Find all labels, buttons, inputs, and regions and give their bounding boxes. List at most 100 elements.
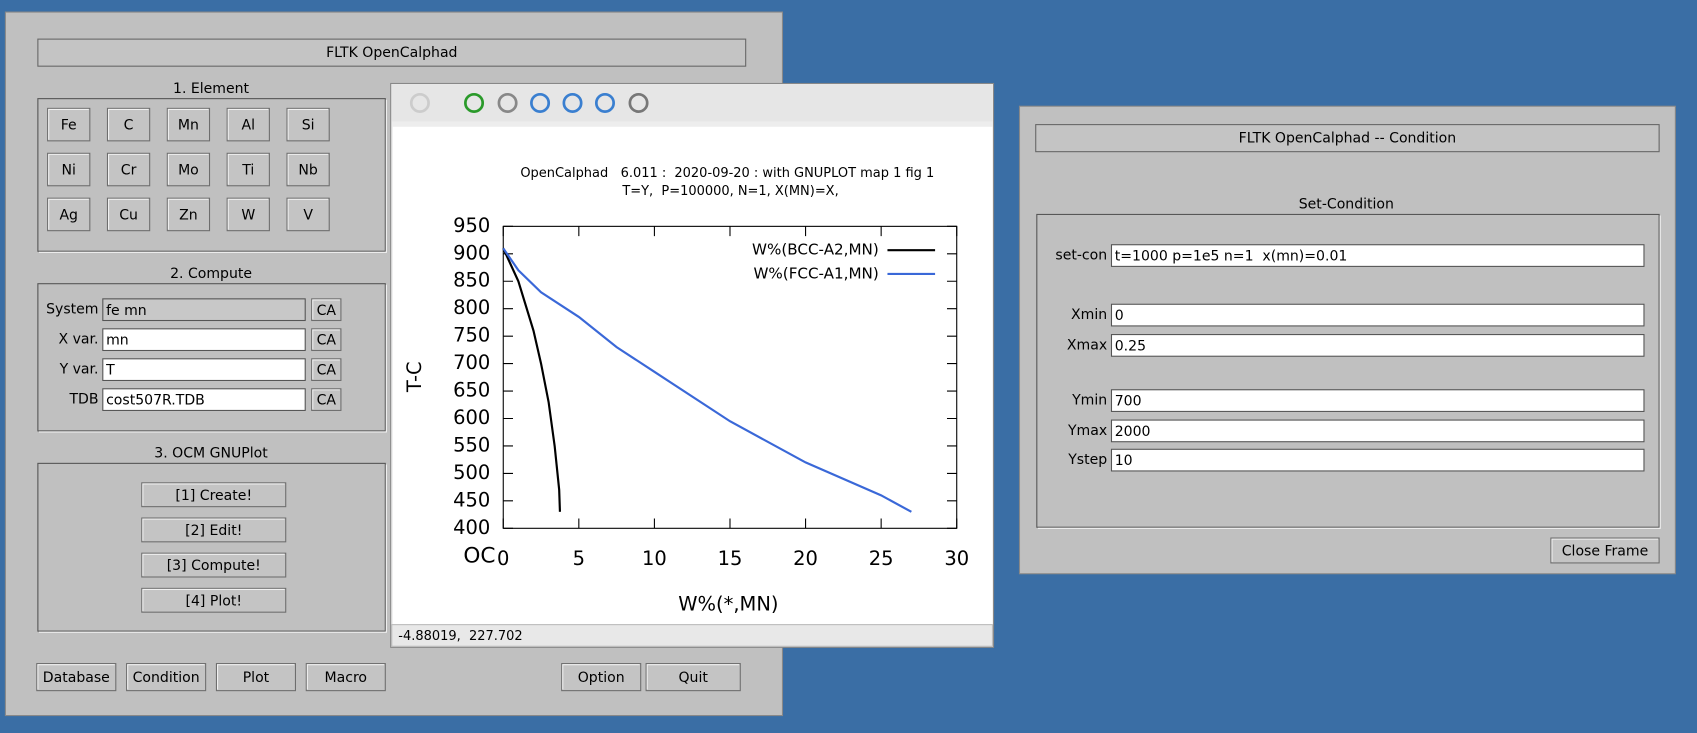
button-bevel	[287, 198, 329, 230]
menu-button[interactable]	[36, 663, 117, 692]
gnuplot-button-label: [4] Plot!	[186, 593, 242, 609]
x-tick-label: 15	[718, 547, 743, 570]
text-input[interactable]	[102, 388, 306, 411]
section-heading: 3. OCM GNUPlot	[154, 446, 268, 462]
group-frame-light	[38, 284, 387, 433]
field-label: Xmin	[1071, 307, 1107, 323]
element-button[interactable]	[47, 197, 91, 232]
ca-button-label: CA	[317, 333, 337, 349]
group-frame	[37, 462, 386, 632]
text-input-text: 700	[1115, 394, 1142, 410]
element-button-label: Al	[242, 118, 256, 134]
element-button-label: Cu	[119, 208, 138, 224]
text-input-text: 10	[1115, 453, 1133, 469]
button-bevel	[646, 664, 740, 690]
y-tick-label: 400	[453, 516, 490, 539]
element-button[interactable]	[47, 107, 91, 142]
menu-button[interactable]	[645, 663, 741, 692]
element-button[interactable]	[226, 197, 270, 232]
button-bevel	[48, 108, 89, 140]
text-input[interactable]	[1110, 244, 1645, 267]
y-axis-label: T-C	[403, 361, 426, 393]
text-input[interactable]	[1110, 448, 1645, 472]
element-button[interactable]	[286, 107, 330, 142]
text-input-text: T	[105, 363, 115, 379]
title-bar	[37, 38, 747, 67]
text-input[interactable]	[102, 358, 306, 382]
text-input-text: t=1000 p=1e5 n=1 x(mn)=0.01	[1115, 249, 1348, 265]
close-button[interactable]	[1550, 537, 1660, 564]
menu-button[interactable]	[305, 663, 386, 692]
element-button[interactable]	[106, 107, 151, 142]
element-button[interactable]	[166, 197, 211, 232]
toolbar-icon[interactable]	[562, 92, 583, 113]
text-input-text: 0	[1115, 308, 1124, 324]
gnuplot-button[interactable]	[141, 552, 287, 578]
element-button[interactable]	[166, 152, 211, 187]
button-bevel	[48, 198, 89, 230]
button-bevel	[142, 553, 285, 576]
element-button[interactable]	[286, 152, 330, 187]
text-input[interactable]	[102, 298, 306, 322]
toolbar-icon[interactable]	[464, 92, 485, 113]
text-input[interactable]	[1110, 334, 1645, 357]
y-tick-label: 950	[453, 214, 490, 237]
toolbar-icon[interactable]	[530, 92, 551, 113]
ca-button[interactable]	[311, 358, 342, 382]
toolbar-icon[interactable]	[594, 92, 616, 113]
toolbar	[391, 84, 993, 122]
ca-button[interactable]	[311, 388, 342, 411]
element-button[interactable]	[226, 107, 270, 142]
menu-button[interactable]	[561, 663, 642, 692]
element-button[interactable]	[286, 197, 330, 232]
gnuplot-button[interactable]	[141, 482, 287, 508]
text-input[interactable]	[1110, 419, 1645, 443]
element-button[interactable]	[47, 152, 91, 187]
text-input[interactable]	[1110, 389, 1645, 412]
field-label: X var.	[59, 332, 99, 348]
button-bevel	[142, 518, 285, 541]
element-button[interactable]	[106, 152, 151, 187]
toolbar-icon[interactable]	[628, 92, 649, 113]
toolbar-icon[interactable]	[409, 92, 430, 113]
element-button[interactable]	[166, 107, 211, 142]
menu-button[interactable]	[215, 663, 297, 692]
text-input[interactable]	[1110, 303, 1645, 327]
status-text: -4.88019, 227.702	[398, 629, 522, 644]
y-tick-label: 650	[453, 379, 490, 402]
element-button-label: Ni	[62, 163, 76, 179]
element-button-label: Si	[302, 118, 315, 134]
button-bevel	[312, 359, 340, 380]
y-tick-label: 600	[453, 406, 490, 429]
element-button-label: Fe	[61, 118, 77, 134]
button-bevel	[108, 108, 149, 140]
ca-button[interactable]	[311, 298, 342, 322]
text-input[interactable]	[102, 328, 306, 352]
button-bevel	[312, 329, 340, 350]
button-bevel	[227, 198, 269, 230]
element-button-label: Nb	[298, 163, 318, 179]
series-line	[502, 247, 912, 513]
group-frame	[37, 283, 386, 432]
menu-button-label: Macro	[325, 670, 368, 686]
title-bar	[1035, 124, 1660, 153]
button-bevel	[167, 153, 209, 185]
ca-button[interactable]	[311, 328, 342, 352]
gnuplot-button[interactable]	[141, 517, 287, 543]
button-bevel	[306, 664, 385, 690]
gnuplot-button-label: [3] Compute!	[167, 558, 261, 574]
element-button[interactable]	[226, 152, 270, 187]
gnuplot-button[interactable]	[141, 587, 287, 613]
y-tick-label: 850	[453, 269, 490, 292]
section-heading: 2. Compute	[170, 266, 252, 282]
field-label: Xmax	[1067, 337, 1107, 353]
menu-button[interactable]	[126, 663, 207, 692]
y-tick-label: 550	[453, 433, 490, 456]
text-input-text: 0.25	[1115, 338, 1146, 354]
element-button[interactable]	[106, 197, 151, 232]
group-frame-light	[38, 464, 387, 633]
toolbar-icon[interactable]	[497, 92, 518, 113]
window-title: FLTK OpenCalphad	[326, 45, 457, 61]
y-tick-label: 450	[453, 488, 490, 511]
